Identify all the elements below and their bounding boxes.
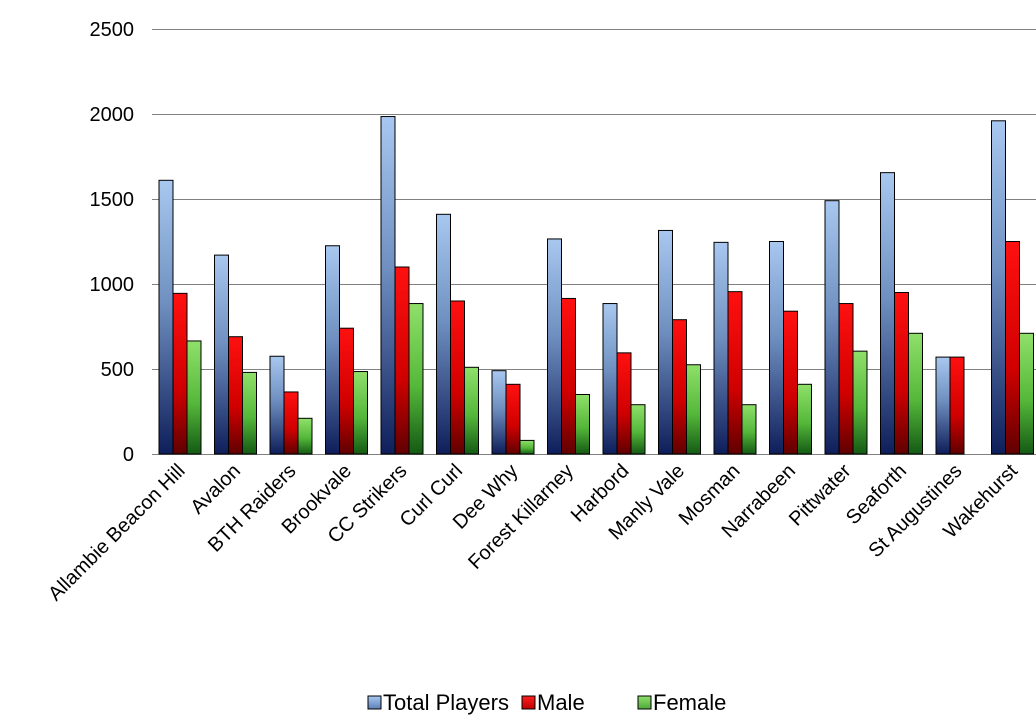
bar-male-4 (394, 266, 410, 455)
legend-swatch (367, 695, 382, 710)
bar-female-7 (575, 394, 590, 455)
bar-total-players-4 (380, 116, 396, 455)
bar-female-12 (852, 350, 868, 455)
legend-item-female: Female (637, 690, 726, 715)
bar-total-players-6 (491, 370, 507, 455)
bar-male-0 (172, 292, 188, 455)
bar-female-13 (908, 332, 923, 455)
x-tick-label: Forest Killarney (464, 460, 578, 574)
bar-total-players-15 (991, 120, 1006, 455)
bar-male-12 (838, 303, 854, 455)
y-tick-label: 1500 (90, 189, 135, 211)
bar-female-9 (686, 364, 701, 455)
x-tick-label: Pittwater (785, 460, 856, 531)
bar-male-5 (450, 300, 465, 455)
bar-male-14 (949, 356, 965, 455)
legend-swatch (637, 695, 652, 710)
bar-female-6 (519, 439, 535, 455)
bar-male-10 (727, 291, 743, 455)
legend-item-total-players: Total Players (367, 690, 509, 715)
bar-male-13 (894, 292, 909, 455)
y-tick-label: 1000 (90, 274, 135, 296)
legend-label: Female (653, 690, 726, 715)
bar-male-7 (561, 297, 576, 455)
bar-total-players-7 (547, 238, 562, 455)
y-tick-label: 2500 (90, 19, 135, 41)
bar-female-0 (186, 340, 202, 455)
bar-total-players-0 (158, 179, 174, 455)
bar-female-4 (408, 303, 424, 455)
bar-total-players-2 (269, 355, 285, 455)
y-tick-label: 0 (123, 444, 134, 466)
y-tick-label: 2000 (90, 104, 135, 126)
bar-total-players-14 (935, 356, 951, 455)
bar-male-11 (783, 310, 798, 455)
legend-item-male: Male (521, 690, 585, 715)
bar-male-1 (228, 336, 243, 455)
bar-female-1 (242, 371, 257, 455)
bars (158, 116, 1034, 455)
bar-male-2 (283, 391, 299, 455)
bar-total-players-1 (214, 254, 229, 455)
bar-total-players-8 (602, 303, 618, 455)
bar-male-3 (339, 327, 354, 455)
bar-total-players-9 (658, 229, 673, 455)
bar-total-players-3 (325, 245, 340, 455)
y-axis-tick-labels: 0 500 1000 1500 2000 2500 (90, 19, 135, 466)
bar-total-players-12 (824, 200, 840, 455)
bar-female-2 (297, 417, 313, 455)
legend-label: Male (537, 690, 585, 715)
legend-label: Total Players (383, 690, 509, 715)
bar-male-9 (672, 319, 687, 455)
bar-male-15 (1005, 241, 1020, 455)
x-tick-label: Allambie Beacon Hill (44, 460, 189, 605)
bar-female-10 (741, 404, 757, 455)
bar-female-8 (630, 404, 646, 455)
legend: Total Players Male Female (367, 690, 726, 715)
bar-female-3 (353, 371, 368, 455)
bar-total-players-11 (769, 241, 784, 455)
bar-total-players-13 (880, 172, 895, 455)
bar-male-8 (616, 352, 632, 455)
bar-male-6 (505, 383, 521, 455)
bar-female-11 (797, 383, 812, 455)
bar-total-players-5 (436, 213, 451, 455)
bar-female-5 (464, 366, 479, 455)
legend-swatch (521, 695, 536, 710)
bar-total-players-10 (713, 241, 729, 455)
y-tick-label: 500 (101, 359, 134, 381)
bar-female-15 (1019, 332, 1034, 455)
